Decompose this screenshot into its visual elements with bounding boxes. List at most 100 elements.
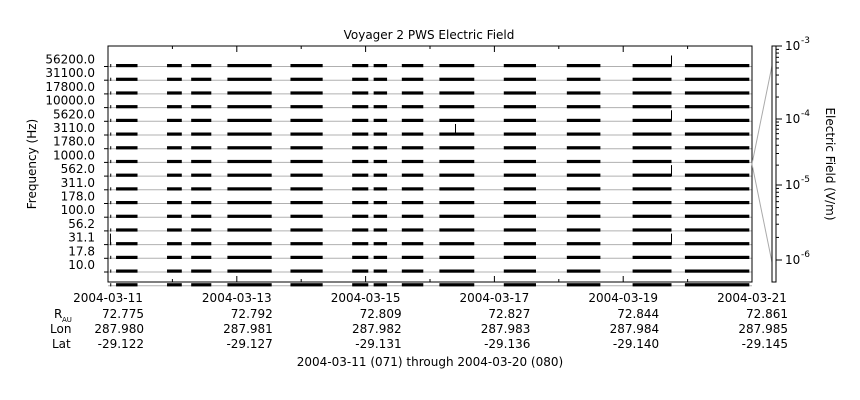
- data-segment: [566, 159, 601, 164]
- data-segment: [110, 118, 112, 122]
- ephemeris-value: 72.775: [102, 307, 144, 321]
- data-segment: [167, 187, 182, 191]
- data-segment: [116, 187, 138, 191]
- data-segment: [503, 146, 536, 150]
- data-segment: [227, 242, 272, 246]
- data-segment: [227, 187, 272, 191]
- data-segment: [167, 269, 182, 273]
- ephemeris-value: 287.984: [610, 322, 660, 336]
- data-segment: [401, 228, 424, 232]
- data-segment: [439, 132, 475, 136]
- data-segment: [684, 201, 750, 205]
- data-segment: [116, 91, 138, 95]
- data-segment: [401, 77, 424, 81]
- data-segment: [191, 242, 212, 246]
- data-segment: [352, 105, 369, 109]
- data-segment: [632, 269, 672, 273]
- data-segment: [566, 77, 601, 81]
- data-segment: [227, 159, 272, 164]
- data-segment: [684, 146, 750, 150]
- data-segment: [110, 91, 112, 95]
- data-segment: [632, 228, 672, 232]
- data-segment: [352, 187, 369, 191]
- ephemeris-value: 72.827: [488, 307, 530, 321]
- data-segment: [566, 187, 601, 191]
- data-segment: [566, 105, 601, 109]
- data-segment: [503, 91, 536, 95]
- data-segment: [290, 187, 323, 191]
- data-segment: [227, 173, 272, 177]
- data-segment: [191, 91, 212, 95]
- data-segment: [373, 214, 388, 218]
- y-tick-label: 3110.0: [53, 121, 95, 135]
- data-segment: [290, 91, 323, 95]
- data-segment: [632, 132, 672, 136]
- data-segment: [116, 105, 138, 109]
- data-segment: [566, 64, 601, 68]
- data-segment: [684, 187, 750, 191]
- data-segment: [684, 77, 750, 81]
- data-segment: [167, 228, 182, 232]
- data-segment: [167, 173, 182, 177]
- y-tick-label: 56200.0: [45, 53, 95, 67]
- data-segment: [191, 159, 212, 164]
- data-segment: [167, 201, 182, 205]
- data-segment: [290, 159, 323, 164]
- data-segment: [290, 77, 323, 81]
- y-tick-label: 17.8: [68, 244, 95, 258]
- data-segment: [290, 64, 323, 68]
- ephemeris-value: 287.980: [94, 322, 144, 336]
- data-segment: [566, 201, 601, 205]
- y-tick-label: 17800.0: [45, 80, 95, 94]
- data-segment: [227, 228, 272, 232]
- data-segment: [191, 64, 212, 68]
- ephemeris-value: 72.809: [360, 307, 402, 321]
- data-segment: [116, 214, 138, 218]
- data-segment: [110, 214, 112, 218]
- data-segment: [503, 173, 536, 177]
- data-segment: [632, 187, 672, 191]
- data-segment: [116, 201, 138, 205]
- colorbar-tick-label: 10: [785, 112, 800, 126]
- data-segment: [167, 146, 182, 150]
- colorbar-ticks: 10-310-410-510-6: [776, 36, 810, 267]
- data-segment: [632, 255, 672, 259]
- data-segment: [352, 242, 369, 246]
- data-segment: [352, 173, 369, 177]
- data-segment: [167, 132, 182, 136]
- data-segment: [632, 118, 672, 122]
- data-segment: [110, 283, 112, 287]
- data-segment: [566, 118, 601, 122]
- data-segment: [503, 187, 536, 191]
- data-segment: [352, 146, 369, 150]
- ephemeris-value: -29.145: [742, 337, 788, 351]
- data-segment: [290, 255, 323, 259]
- data-segment: [227, 132, 272, 136]
- data-segment: [290, 146, 323, 150]
- data-segment: [110, 187, 112, 191]
- data-segment: [116, 255, 138, 259]
- data-segment: [227, 118, 272, 122]
- data-segment: [290, 283, 323, 287]
- row-label-lat: Lat: [52, 337, 71, 351]
- data-segment: [439, 187, 475, 191]
- y-tick-label: 31100.0: [45, 66, 95, 80]
- data-segment: [191, 146, 212, 150]
- data-segment: [439, 118, 475, 122]
- data-segment: [373, 283, 388, 287]
- data-segment: [227, 77, 272, 81]
- data-segment: [290, 269, 323, 273]
- chart-title: Voyager 2 PWS Electric Field: [344, 28, 515, 42]
- data-segment: [439, 228, 475, 232]
- data-segment: [401, 132, 424, 136]
- data-segment: [503, 118, 536, 122]
- data-segment: [290, 228, 323, 232]
- data-segment: [684, 64, 750, 68]
- y-tick-label: 100.0: [61, 203, 95, 217]
- data-segment: [632, 214, 672, 218]
- data-segment: [632, 91, 672, 95]
- data-segment: [167, 242, 182, 246]
- data-segment: [684, 118, 750, 122]
